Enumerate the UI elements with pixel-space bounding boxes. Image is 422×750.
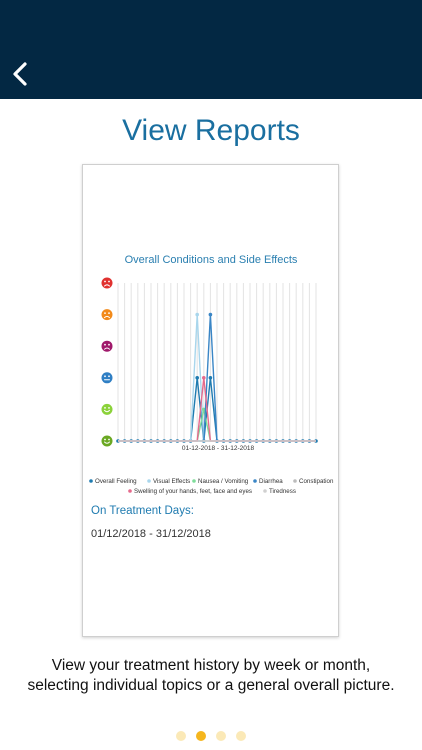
series-point-0 (195, 376, 199, 380)
page-dot-4[interactable] (236, 731, 246, 741)
treatment-days-title: On Treatment Days: (91, 505, 194, 517)
legend-marker-2 (192, 479, 196, 483)
page-title: View Reports (122, 114, 300, 147)
legend-marker-0 (89, 479, 93, 483)
legend-marker-3 (253, 479, 257, 483)
legend-marker-4 (293, 479, 297, 483)
legend-label-3: Diarrhea (259, 478, 283, 485)
series-point-1 (195, 312, 199, 317)
page-dot-2[interactable] (196, 731, 206, 741)
legend-marker-1 (147, 479, 151, 483)
legend-label-4: Constipation (299, 478, 334, 485)
series-point-0 (208, 376, 213, 380)
series-point-2 (202, 407, 206, 412)
sad-face-icon (101, 309, 113, 321)
legend-label-0: Overall Feeling (95, 478, 137, 485)
happy-face-icon (101, 403, 113, 415)
legend-label-2: Nausea / Vomiting (198, 478, 249, 485)
report-chart: Overall Conditions and Side Effects 01-12… (89, 254, 334, 495)
very-happy-face-icon (101, 435, 113, 447)
chart-title: Overall Conditions and Side Effects (125, 254, 298, 266)
chevron-left-icon (13, 62, 27, 86)
series-point-5 (202, 376, 206, 380)
series-point-3 (208, 312, 213, 317)
unhappy-face-icon (101, 340, 113, 352)
legend-marker-6 (263, 489, 267, 493)
legend-marker-5 (128, 489, 132, 493)
page-indicator (0, 731, 422, 743)
neutral-face-icon (101, 372, 113, 384)
page-dot-1[interactable] (176, 731, 186, 741)
page-dot-3[interactable] (216, 731, 226, 741)
very-sad-face-icon (101, 277, 113, 289)
legend-label-5: Swelling of your hands, feet, face and e… (134, 488, 252, 495)
legend-label-6: Tiredness (269, 488, 296, 495)
header-bar (0, 0, 422, 99)
x-axis-label: 01-12-2018 - 31-12-2018 (182, 445, 255, 452)
feature-caption: View your treatment history by week or m… (27, 657, 395, 694)
report-card: Overall Conditions and Side Effects 01-12… (82, 164, 339, 637)
legend-label-1: Visual Effects (153, 478, 190, 485)
treatment-days-range: 01/12/2018 - 31/12/2018 (91, 528, 211, 540)
back-button[interactable] (4, 56, 36, 92)
